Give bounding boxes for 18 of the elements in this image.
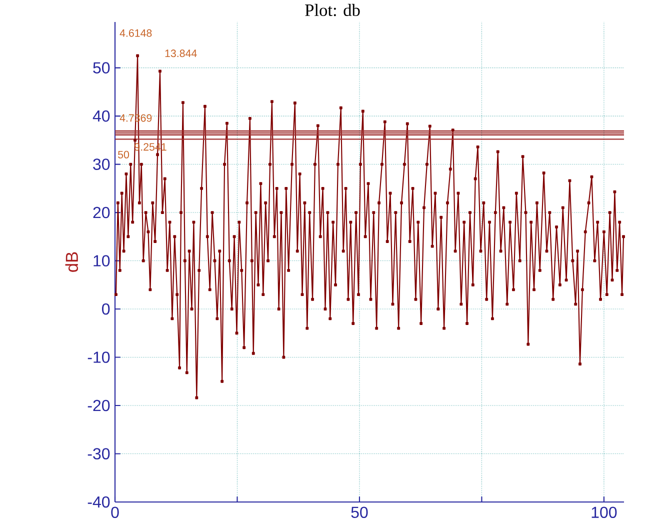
y-tick-label: 50 [93, 62, 110, 74]
y-tick-label: -20 [88, 400, 110, 412]
y-tick-label: -40 [88, 496, 110, 508]
annotation: 13.844 [165, 50, 197, 58]
chart-title: Plot: db [305, 4, 360, 16]
x-tick-label: 50 [351, 506, 368, 518]
y-axis-title: dB [65, 252, 78, 272]
y-tick-label: 0 [102, 303, 110, 315]
x-tick-label: 100 [592, 506, 617, 518]
y-tick-label: 20 [93, 206, 110, 218]
annotation: 4.6148 [120, 29, 152, 37]
y-tick-label: -10 [88, 352, 110, 363]
y-tick-label: 10 [94, 255, 110, 266]
y-tick-label: -30 [88, 448, 110, 460]
y-tick-label: 40 [92, 110, 110, 122]
annotation: 50 [118, 150, 130, 158]
x-tick-label: 0 [111, 506, 119, 518]
y-tick-label: 30 [93, 158, 110, 170]
